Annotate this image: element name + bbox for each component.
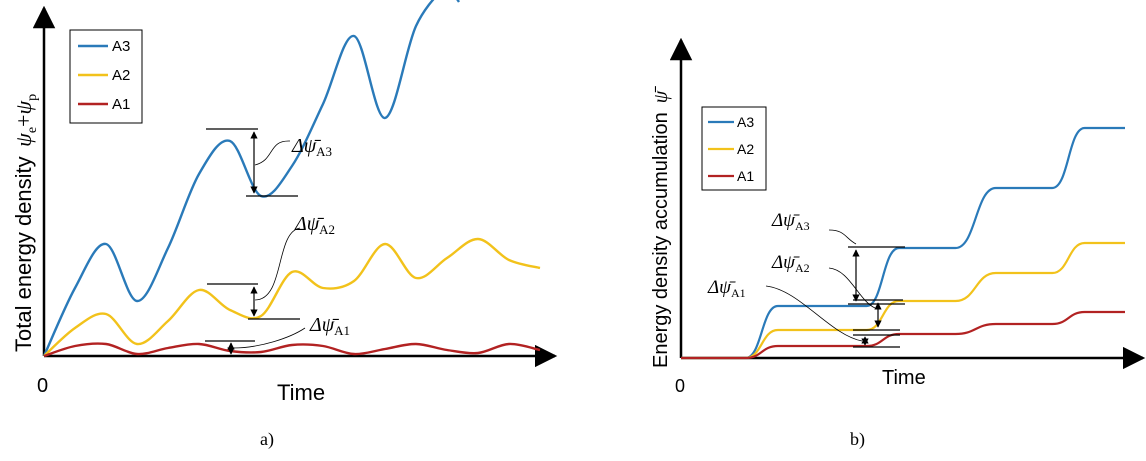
panel-b-legend: A3 A2 A1 bbox=[701, 106, 767, 191]
panel-a-y-title-psi-e: ψ bbox=[11, 133, 36, 147]
panel-b-legend-label-a3: A3 bbox=[737, 114, 754, 130]
panel-b-y-axis-title: Energy density accumulation ψ̄ bbox=[650, 86, 672, 368]
a2-leader-line bbox=[254, 227, 301, 301]
panel-b-x-axis-title: Time bbox=[882, 367, 926, 389]
panel-b-origin-label: 0 bbox=[675, 376, 685, 396]
panel-a-series-a2-line bbox=[43, 237, 541, 357]
panel-a-caption: a) bbox=[260, 429, 274, 450]
a2-delta-sub: A2 bbox=[319, 222, 335, 237]
a2-delta-label: Δψ̄A2 bbox=[294, 213, 335, 237]
b-a3-delta-symbol: Δψ̄ bbox=[771, 210, 800, 231]
b-a3-delta-label: Δψ̄A3 bbox=[771, 210, 810, 233]
panel-a-annotation-a2: Δψ̄A2 bbox=[207, 213, 335, 320]
panel-a-y-title-text: Total energy density bbox=[11, 156, 36, 352]
panel-b-caption: b) bbox=[850, 429, 865, 450]
panel-b-annotation-a3: Δψ̄A3 bbox=[771, 210, 905, 305]
panel-a-annotation-a1: Δψ̄A1 bbox=[205, 314, 350, 355]
panel-a-series-a1-line bbox=[43, 342, 541, 358]
panel-a-origin-label: 0 bbox=[37, 375, 48, 397]
a1-delta-label: Δψ̄A1 bbox=[309, 314, 350, 338]
panel-b-annotation-a1: Δψ̄A1 bbox=[707, 277, 900, 348]
panel-b: A3 A2 A1 Δψ̄A3 Δψ̄A2 Δψ̄ bbox=[650, 37, 1146, 450]
b-a2-leader-line bbox=[828, 267, 876, 309]
a3-delta-symbol: Δψ̄ bbox=[291, 135, 321, 157]
panel-a: A3 A2 A1 Δψ̄A3 Δψ̄A2 Δψ̄A1 bbox=[11, 0, 558, 450]
panel-b-series-a2-line bbox=[681, 241, 1125, 360]
b-a1-delta-label: Δψ̄A1 bbox=[707, 277, 746, 300]
b-a1-leader-line bbox=[765, 285, 863, 342]
b-a3-delta-sub: A3 bbox=[795, 219, 810, 233]
panel-b-legend-label-a1: A1 bbox=[737, 168, 754, 184]
a2-delta-symbol: Δψ̄ bbox=[294, 213, 324, 235]
panel-a-annotation-a3: Δψ̄A3 bbox=[206, 128, 332, 197]
panel-a-legend-box bbox=[69, 29, 143, 124]
panel-a-legend-label-a2: A2 bbox=[112, 67, 130, 84]
panel-a-legend-label-a3: A3 bbox=[112, 38, 130, 55]
a3-leader-line bbox=[254, 140, 291, 166]
panel-a-y-title-psi-p: ψ bbox=[11, 101, 36, 115]
b-a2-delta-symbol: Δψ̄ bbox=[771, 252, 800, 273]
panel-b-y-title-psi-bar: ψ̄ bbox=[650, 86, 672, 103]
b-a1-delta-symbol: Δψ̄ bbox=[707, 277, 736, 298]
panel-b-y-title-text: Energy density accumulation bbox=[650, 112, 672, 368]
panel-a-legend-label-a1: A1 bbox=[112, 96, 130, 113]
panel-a-y-title-sub-e: e bbox=[25, 127, 40, 133]
a1-delta-sub: A1 bbox=[334, 323, 350, 338]
panel-b-annotation-a2: Δψ̄A2 bbox=[771, 252, 903, 331]
panel-a-legend: A3 A2 A1 bbox=[69, 29, 143, 124]
b-a2-delta-sub: A2 bbox=[795, 261, 810, 275]
panel-a-x-axis-title: Time bbox=[277, 380, 325, 405]
a1-leader-line bbox=[232, 327, 306, 349]
panel-a-y-title-plus: + bbox=[11, 115, 36, 127]
panel-a-y-title-sub-p: p bbox=[25, 94, 40, 101]
panel-b-legend-label-a2: A2 bbox=[737, 141, 754, 157]
panel-a-y-axis-title: Total energy density ψe+ψp bbox=[11, 94, 40, 352]
a3-delta-sub: A3 bbox=[316, 144, 332, 159]
b-a3-leader-line bbox=[828, 229, 857, 245]
a3-delta-label: Δψ̄A3 bbox=[291, 135, 332, 159]
a1-delta-symbol: Δψ̄ bbox=[309, 314, 339, 336]
panel-b-series-a3-line bbox=[681, 126, 1125, 360]
b-a1-delta-sub: A1 bbox=[731, 286, 746, 300]
panel-b-series-a1-line bbox=[681, 310, 1125, 360]
b-a2-delta-label: Δψ̄A2 bbox=[771, 252, 810, 275]
